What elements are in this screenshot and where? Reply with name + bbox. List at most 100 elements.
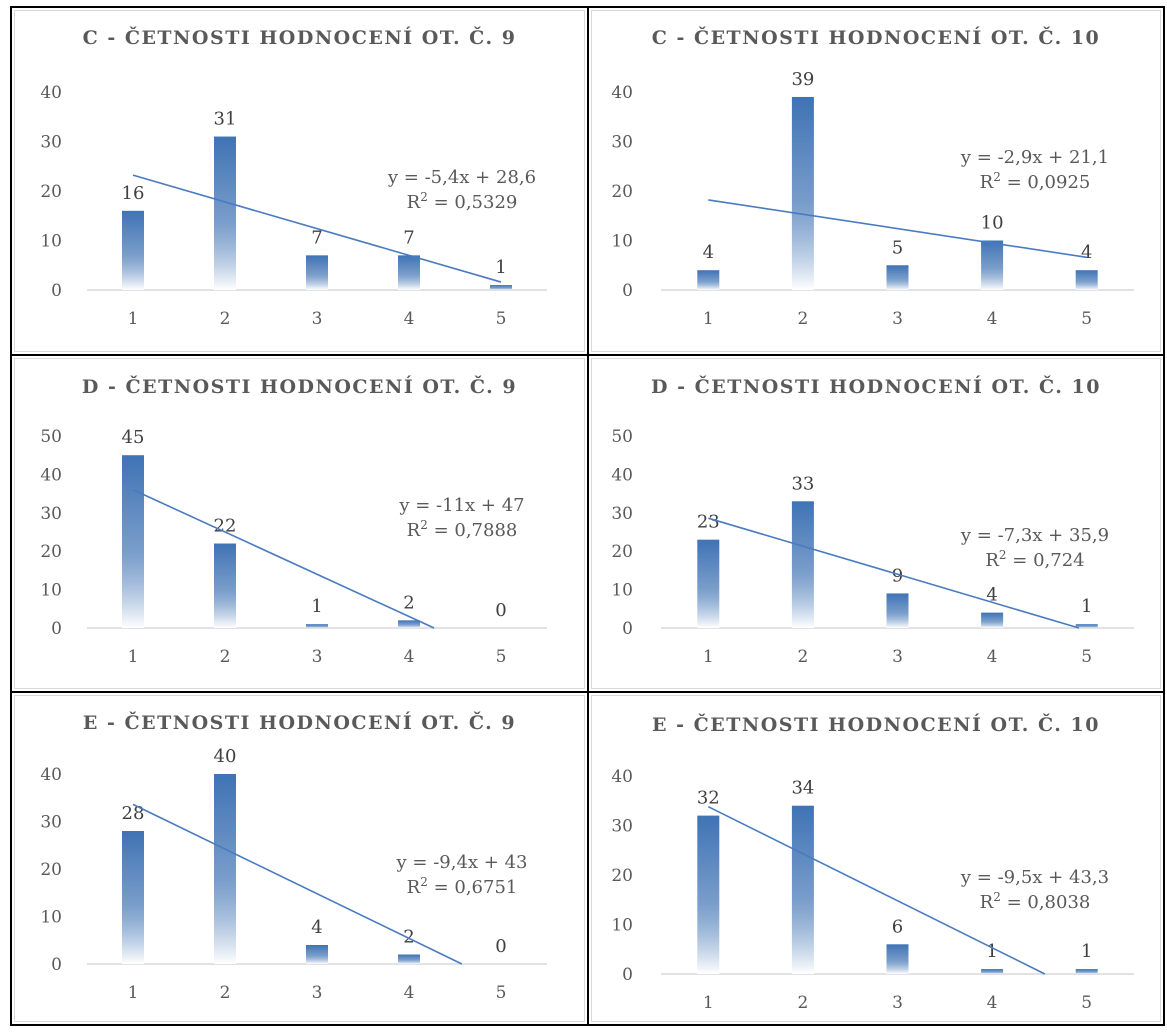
bar bbox=[981, 969, 1004, 974]
x-tick-label: 2 bbox=[220, 647, 231, 667]
trendline-r-squared: R2 = 0,8038 bbox=[980, 890, 1091, 913]
x-tick-label: 5 bbox=[496, 983, 507, 1003]
x-tick-label: 1 bbox=[703, 647, 714, 667]
x-tick-label: 3 bbox=[892, 309, 903, 329]
data-label: 2 bbox=[403, 592, 414, 613]
chart-d-q10: D - ČETNOSTI HODNOCENÍ OT. Č. 10 0 10 20 30 4… bbox=[589, 356, 1163, 691]
trendline-equation: y = -9,5x + 43,3 bbox=[960, 867, 1109, 888]
x-tick-label: 3 bbox=[312, 309, 323, 329]
x-tick-label: 4 bbox=[404, 647, 415, 667]
y-tick-label: 50 bbox=[611, 427, 633, 447]
y-tick-label: 30 bbox=[611, 817, 633, 837]
chart-c-q10: C - ČETNOSTI HODNOCENÍ OT. Č. 10 0 10 20 30 4… bbox=[589, 8, 1163, 354]
data-label: 33 bbox=[791, 473, 814, 494]
y-tick-label: 30 bbox=[40, 504, 62, 524]
y-tick-label: 0 bbox=[51, 955, 62, 975]
bar bbox=[886, 944, 909, 974]
data-label: 0 bbox=[495, 936, 506, 957]
trendline bbox=[132, 803, 463, 965]
trendline-r-squared: R2 = 0,0925 bbox=[980, 170, 1091, 193]
chart-frame bbox=[591, 695, 1161, 1022]
bar bbox=[122, 210, 144, 290]
y-tick-label: 30 bbox=[40, 133, 62, 153]
bar bbox=[886, 265, 909, 290]
bar bbox=[490, 285, 512, 290]
y-tick-label: 0 bbox=[51, 619, 62, 639]
bar bbox=[981, 240, 1004, 290]
data-label: 45 bbox=[122, 427, 145, 448]
x-tick-label: 4 bbox=[987, 647, 998, 667]
data-label: 39 bbox=[791, 69, 814, 90]
x-tick-label: 4 bbox=[404, 309, 415, 329]
trendline-r-squared: R2 = 0,5329 bbox=[407, 190, 518, 213]
chart-e-q10: E - ČETNOSTI HODNOCENÍ OT. Č. 10 0 10 20 30 4… bbox=[589, 693, 1163, 1024]
data-label: 1 bbox=[986, 941, 997, 962]
x-tick-label: 2 bbox=[220, 309, 231, 329]
y-tick-label: 40 bbox=[611, 767, 633, 787]
y-tick-label: 0 bbox=[622, 619, 633, 639]
x-tick-label: 2 bbox=[797, 993, 808, 1013]
grid-line-right bbox=[1163, 6, 1165, 1026]
chart-title: E - ČETNOSTI HODNOCENÍ OT. Č. 10 bbox=[652, 713, 1100, 736]
data-label: 28 bbox=[122, 803, 145, 824]
bar bbox=[214, 543, 236, 628]
trendline-r-squared: R2 = 0,6751 bbox=[407, 875, 518, 898]
grid-line-left bbox=[10, 6, 12, 1026]
chart-svg: C - ČETNOSTI HODNOCENÍ OT. Č. 10 0 10 20 30 4… bbox=[611, 26, 1134, 329]
chart-title: E - ČETNOSTI HODNOCENÍ OT. Č. 9 bbox=[83, 711, 516, 734]
chart-e-q9: E - ČETNOSTI HODNOCENÍ OT. Č. 9 0 10 20 30 40… bbox=[12, 693, 587, 1024]
chart-svg: E - ČETNOSTI HODNOCENÍ OT. Č. 9010203040… bbox=[40, 711, 547, 1003]
x-tick-label: 1 bbox=[703, 309, 714, 329]
bar bbox=[122, 455, 144, 628]
x-tick-label: 5 bbox=[1081, 647, 1092, 667]
bar bbox=[697, 270, 720, 290]
data-label: 1 bbox=[495, 257, 506, 278]
trendline-equation: y = -9,4x + 43 bbox=[396, 852, 528, 873]
data-label: 4 bbox=[1081, 242, 1092, 263]
chart-title: C - ČETNOSTI HODNOCENÍ OT. Č. 9 bbox=[83, 26, 517, 49]
bar bbox=[791, 96, 814, 290]
chart-frame bbox=[14, 10, 585, 352]
y-tick-label: 20 bbox=[611, 542, 633, 562]
chart-d-q9: D - ČETNOSTI HODNOCENÍ OT. Č. 9 0 10 20 30 40… bbox=[12, 356, 587, 691]
x-tick-label: 2 bbox=[797, 309, 808, 329]
y-tick-label: 20 bbox=[40, 542, 62, 562]
chart-title: D - ČETNOSTI HODNOCENÍ OT. Č. 10 bbox=[651, 375, 1101, 398]
x-tick-label: 5 bbox=[496, 309, 507, 329]
chart-svg: E - ČETNOSTI HODNOCENÍ OT. Č. 10 0 10 20 30 4… bbox=[611, 713, 1134, 1013]
y-tick-label: 40 bbox=[611, 83, 633, 103]
y-tick-label: 30 bbox=[611, 504, 633, 524]
bar bbox=[214, 774, 236, 964]
data-label: 7 bbox=[311, 227, 322, 248]
y-tick-label: 10 bbox=[611, 581, 633, 601]
chart-frame bbox=[14, 358, 585, 689]
bar bbox=[214, 136, 236, 290]
data-label: 5 bbox=[892, 237, 903, 258]
data-label: 1 bbox=[311, 596, 322, 617]
bar bbox=[791, 805, 814, 974]
y-tick-label: 20 bbox=[40, 860, 62, 880]
data-label: 10 bbox=[981, 213, 1004, 234]
bar bbox=[886, 593, 909, 628]
bar bbox=[981, 612, 1004, 628]
x-tick-label: 3 bbox=[312, 983, 323, 1003]
bar bbox=[697, 539, 720, 628]
grid-line-row1 bbox=[10, 354, 1165, 356]
chart-svg: D - ČETNOSTI HODNOCENÍ OT. Č. 9010203040… bbox=[40, 375, 547, 667]
y-tick-label: 40 bbox=[40, 83, 62, 103]
data-label: 31 bbox=[214, 109, 237, 130]
chart-title: C - ČETNOSTI HODNOCENÍ OT. Č. 10 bbox=[652, 26, 1101, 49]
bar bbox=[697, 815, 720, 974]
y-tick-label: 10 bbox=[40, 908, 62, 928]
trendline-r-squared: R2 = 0,7888 bbox=[407, 518, 518, 541]
chart-frame bbox=[591, 358, 1161, 689]
grid-line-top bbox=[10, 6, 1165, 8]
x-tick-label: 1 bbox=[128, 309, 139, 329]
bar bbox=[1075, 969, 1098, 974]
x-tick-label: 4 bbox=[404, 983, 415, 1003]
bar bbox=[306, 945, 328, 964]
y-tick-label: 10 bbox=[611, 916, 633, 936]
data-label: 22 bbox=[214, 516, 237, 537]
y-tick-label: 0 bbox=[622, 965, 633, 985]
y-tick-label: 40 bbox=[611, 465, 633, 485]
